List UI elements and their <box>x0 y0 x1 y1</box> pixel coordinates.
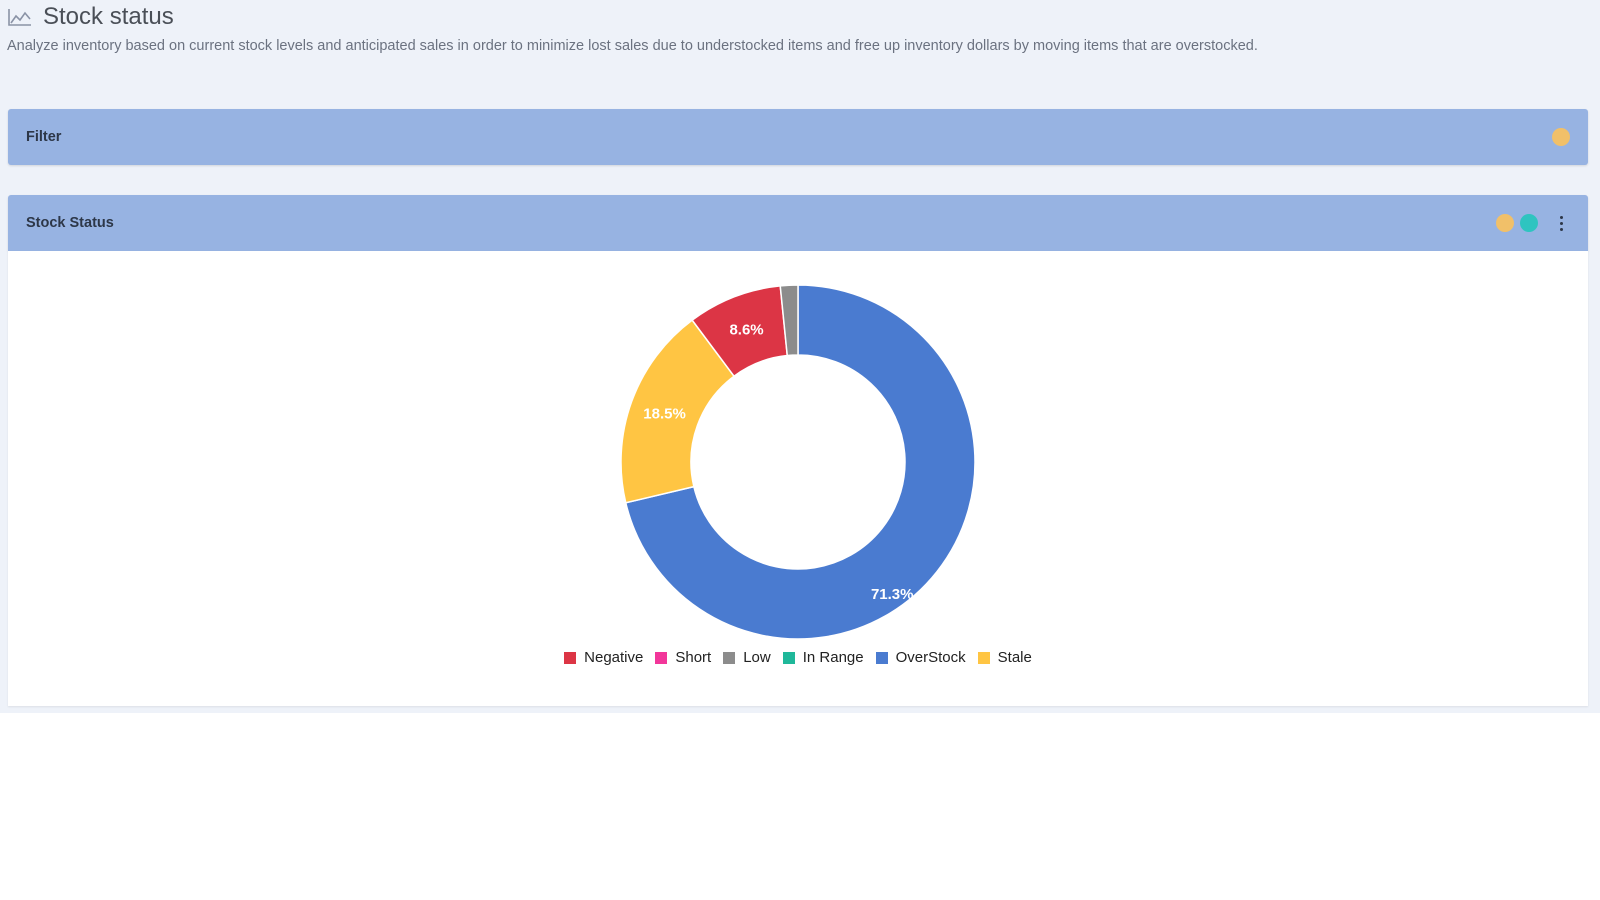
filter-panel-title: Filter <box>26 129 62 145</box>
legend-swatch <box>875 651 888 664</box>
page-subtitle: Analyze inventory based on current stock… <box>7 38 1258 54</box>
stock-status-chart-area: 71.3% 18.5% 8.6% Negative Short Low In Range O… <box>8 251 1588 706</box>
legend-swatch <box>782 651 795 664</box>
legend-swatch <box>723 651 736 664</box>
stock-status-panel: Stock Status 71.3% 18.5% 8.6% Negative Shor… <box>8 195 1588 706</box>
slice-overstock[interactable] <box>624 284 976 640</box>
legend-label: OverStock <box>895 649 966 666</box>
legend-label: Low <box>743 649 771 666</box>
legend-label: In Range <box>802 649 864 666</box>
stock-status-indicator-2[interactable] <box>1520 214 1538 232</box>
legend-item-short[interactable]: Short <box>655 649 711 666</box>
legend-item-low[interactable]: Low <box>723 649 771 666</box>
filter-status-indicator[interactable] <box>1552 128 1570 146</box>
stock-status-panel-title: Stock Status <box>26 215 114 231</box>
legend-swatch <box>655 651 668 664</box>
donut-chart: 71.3% 18.5% 8.6% <box>620 284 976 640</box>
data-label-overstock: 71.3% <box>871 586 914 603</box>
stock-status-indicator-1[interactable] <box>1496 214 1514 232</box>
stock-status-panel-header: Stock Status <box>8 195 1588 251</box>
data-label-stale: 18.5% <box>643 405 686 422</box>
slice-low[interactable] <box>779 284 799 357</box>
legend-item-stale[interactable]: Stale <box>977 649 1032 666</box>
legend-item-negative[interactable]: Negative <box>564 649 643 666</box>
legend-label: Negative <box>584 649 644 666</box>
filter-panel: Filter <box>8 109 1588 165</box>
legend-swatch <box>564 651 577 664</box>
legend-item-in-range[interactable]: In Range <box>782 649 864 666</box>
filter-panel-header[interactable]: Filter <box>8 109 1588 165</box>
legend-label: Short <box>675 649 712 666</box>
legend-item-overstock[interactable]: OverStock <box>875 649 966 666</box>
data-label-negative: 8.6% <box>729 322 763 339</box>
legend-label: Stale <box>997 649 1032 666</box>
kebab-menu-icon[interactable] <box>1552 212 1570 234</box>
legend-swatch <box>977 651 990 664</box>
area-chart-icon <box>7 6 33 28</box>
page-title: Stock status <box>43 3 174 30</box>
chart-legend: Negative Short Low In Range OverStock Stale <box>8 649 1588 666</box>
page-header: Stock status Analyze inventory based on … <box>7 0 1587 54</box>
